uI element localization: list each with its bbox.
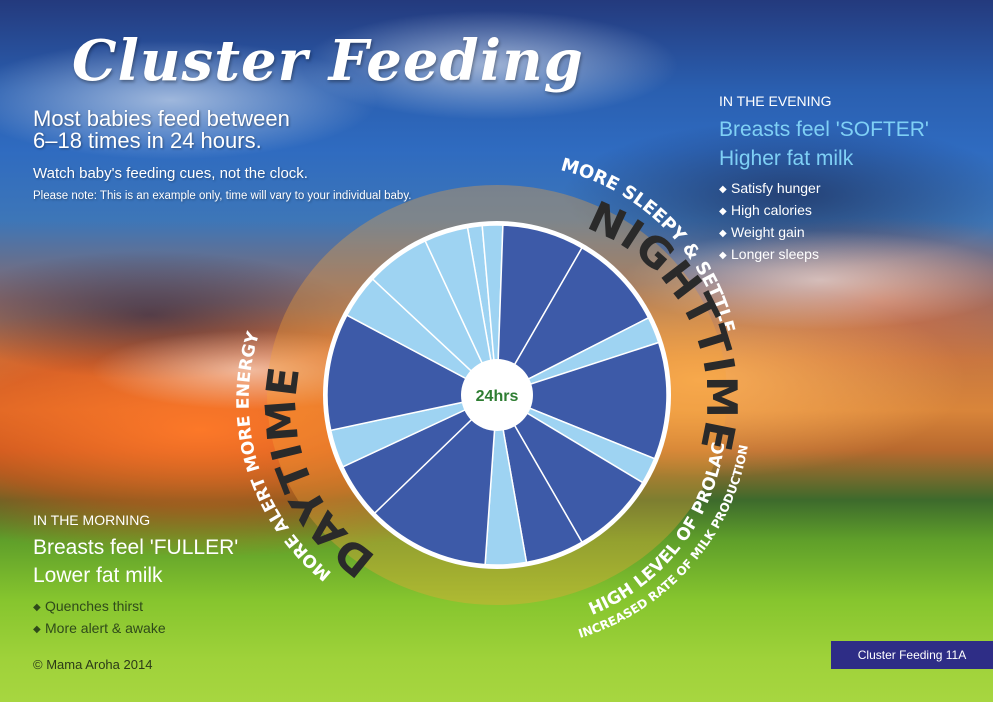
list-item: ◆ More alert & awake [33,618,166,640]
evening-bullet-text: Satisfy hunger [731,180,821,196]
morning-label: IN THE MORNING [33,512,151,528]
evening-bullet-text: Longer sleeps [731,246,819,262]
morning-heading-1: Breasts feel 'FULLER' [33,536,239,559]
intro-line-2: 6–18 times in 24 hours. [33,128,262,153]
long-feed-segment [495,246,650,397]
cloud [620,230,993,330]
list-item: ◆ Weight gain [719,222,821,244]
intro-line-3: Watch baby's feeding cues, not the clock… [33,165,308,182]
evening-bullet-text: High calories [731,202,812,218]
long-feed-segment [373,393,498,566]
evening-bullet-text: Weight gain [731,224,805,240]
bullet-icon: ◆ [719,228,727,239]
evening-bullet-list: ◆ Satisfy hunger ◆ High calories ◆ Weight g… [719,178,821,266]
evening-label: IN THE EVENING [719,93,832,109]
long-feed-segment [494,341,668,460]
bullet-icon: ◆ [719,206,727,217]
wheel-center [461,359,533,431]
evening-heading-2: Higher fat milk [719,147,854,170]
bullet-icon: ◆ [719,250,727,261]
intro-note: Please note: This is an example only, ti… [33,190,412,202]
list-item: ◆ Longer sleeps [719,244,821,266]
bullet-icon: ◆ [33,602,41,613]
list-item: ◆ Quenches thirst [33,596,166,618]
long-feed-segment [326,314,500,432]
intro-line-1: Most babies feed between [33,106,290,131]
page-badge: Cluster Feeding 11A [831,641,993,669]
wheel-segments [326,224,668,566]
morning-bullet-text: More alert & awake [45,620,166,636]
morning-bullet-list: ◆ Quenches thirst ◆ More alert & awake [33,596,166,640]
short-feed-segment [424,226,498,396]
center-label: 24hrs [476,388,519,405]
evening-heading-1: Breasts feel 'SOFTER' [719,118,929,141]
page-title: Cluster Feeding [72,28,584,94]
cloud [300,10,680,120]
bullet-icon: ◆ [719,184,727,195]
bullet-icon: ◆ [33,624,41,635]
morning-heading-2: Lower fat milk [33,564,163,587]
copyright-text: © Mama Aroha 2014 [33,657,153,672]
list-item: ◆ Satisfy hunger [719,178,821,200]
morning-bullet-text: Quenches thirst [45,598,144,614]
list-item: ◆ High calories [719,200,821,222]
